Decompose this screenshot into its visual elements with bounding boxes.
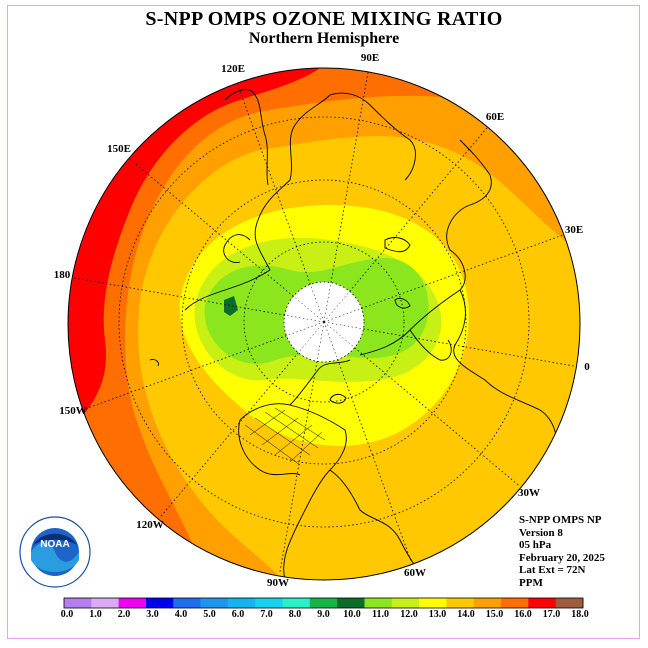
colorbar-swatch — [145, 598, 174, 608]
info-level: 05 hPa — [519, 539, 552, 551]
colorbar-label: 12.0 — [400, 609, 418, 620]
colorbar-label: 8.0 — [289, 609, 302, 620]
colorbar-label: 2.0 — [118, 609, 131, 620]
meridian-line — [337, 359, 412, 563]
meridian-line — [279, 361, 318, 575]
pole-spoke — [323, 321, 355, 348]
pole-spoke — [310, 284, 325, 323]
colorbar: 0.0 1.0 2.0 3.0 4.0 5.0 6.0 7.0 8.0 9.0 10.0 11.0 12… — [61, 597, 589, 620]
pole-spoke — [293, 296, 325, 323]
colorbar-swatch — [364, 598, 393, 608]
colorbar-swatch — [446, 598, 475, 608]
colorbar-swatch — [419, 598, 447, 608]
colorbar-swatch — [91, 598, 120, 608]
contour-9 — [224, 296, 238, 316]
colorbar-swatch — [118, 598, 147, 608]
colorbar-label: 17.0 — [543, 609, 561, 620]
pole-spoke — [323, 321, 364, 330]
colorbar-swatch — [200, 598, 229, 608]
colorbar-swatch — [255, 598, 284, 608]
meridian-line — [363, 328, 577, 367]
colorbar-label: 0.0 — [61, 609, 74, 620]
colorbar-swatch — [501, 598, 529, 608]
info-lat-ext: Lat Ext = 72N — [519, 564, 586, 576]
lon-label-0: 0 — [584, 361, 590, 373]
colorbar-swatch — [337, 598, 365, 608]
lon-label-150e: 150E — [107, 143, 131, 155]
meridian-line — [354, 347, 521, 487]
colorbar-swatch — [528, 598, 557, 608]
pole-spoke — [323, 291, 350, 323]
lon-label-120e: 120E — [221, 63, 245, 75]
meridian-line — [236, 81, 311, 285]
graticule-latitudes — [118, 116, 530, 528]
graticule-meridians — [71, 69, 577, 575]
lon-label-90w: 90W — [267, 577, 289, 589]
info-version: Version 8 — [519, 526, 563, 539]
colorbar-swatch — [391, 598, 420, 608]
colorbar-label: 1.0 — [89, 609, 102, 620]
map-title: S-NPP OMPS OZONE MIXING RATIO — [145, 8, 503, 30]
meridian-line — [71, 277, 285, 316]
colorbar-label: 5.0 — [203, 609, 216, 620]
pole-spoke — [286, 321, 325, 336]
colorbar-label: 16.0 — [514, 609, 532, 620]
colorbar-label: 15.0 — [486, 609, 504, 620]
info-instrument: S-NPP OMPS NP — [519, 514, 602, 526]
longitude-labels: 90E 60E 30E 0 30W 60W 90W 120W 150W 180 … — [54, 52, 591, 589]
info-units: PPM — [519, 576, 543, 589]
pole-spoke — [316, 321, 325, 362]
colorbar-swatch — [282, 598, 311, 608]
state-borders — [244, 407, 326, 466]
lon-label-90e: 90E — [361, 52, 379, 64]
lon-label-60w: 60W — [404, 567, 426, 579]
colorbar-swatch — [64, 598, 92, 608]
colorbar-label: 6.0 — [232, 609, 245, 620]
lon-label-180: 180 — [54, 269, 71, 281]
colorbar-label: 4.0 — [175, 609, 188, 620]
info-block: S-NPP OMPS NP Version 8 05 hPa February … — [519, 514, 605, 589]
colorbar-swatch — [173, 598, 202, 608]
noaa-logo-text: NOAA — [40, 539, 69, 550]
colorbar-label: 10.0 — [343, 609, 361, 620]
pole-spoke — [323, 321, 338, 360]
noaa-logo: NOAA — [19, 516, 91, 588]
pole-spoke — [284, 314, 325, 323]
meridian-line — [83, 335, 287, 410]
colorbar-label: 11.0 — [372, 609, 389, 620]
map-subtitle: Northern Hemisphere — [248, 30, 400, 47]
lon-label-60e: 60E — [486, 111, 504, 123]
colorbar-label: 14.0 — [457, 609, 475, 620]
colorbar-label: 18.0 — [571, 609, 589, 620]
colorbar-label: 7.0 — [260, 609, 273, 620]
meridian-line — [349, 125, 489, 292]
pole-spoke — [298, 321, 325, 353]
contour-17 — [68, 68, 330, 580]
meridian-line — [159, 352, 299, 519]
meridian-line — [330, 69, 369, 283]
colorbar-swatch — [227, 598, 256, 608]
lon-label-120w: 120W — [136, 519, 164, 531]
meridian-line — [361, 234, 565, 309]
colorbar-swatch — [309, 598, 338, 608]
colorbar-label: 13.0 — [429, 609, 447, 620]
pole-spoke — [323, 282, 332, 323]
colorbar-label: 9.0 — [317, 609, 330, 620]
lon-label-30w: 30W — [518, 487, 540, 499]
figure-frame — [7, 5, 640, 639]
colorbar-label: 3.0 — [146, 609, 159, 620]
lon-label-150w: 150W — [59, 405, 87, 417]
map-outline — [67, 67, 581, 581]
lon-label-30e: 30E — [565, 224, 583, 236]
colorbar-swatch — [473, 598, 502, 608]
info-date: February 20, 2025 — [519, 551, 605, 564]
colorbar-outline — [63, 597, 584, 609]
meridian-line — [127, 157, 294, 297]
colorbar-swatch — [555, 598, 584, 608]
pole-spoke — [323, 308, 362, 323]
coastlines — [149, 89, 558, 580]
